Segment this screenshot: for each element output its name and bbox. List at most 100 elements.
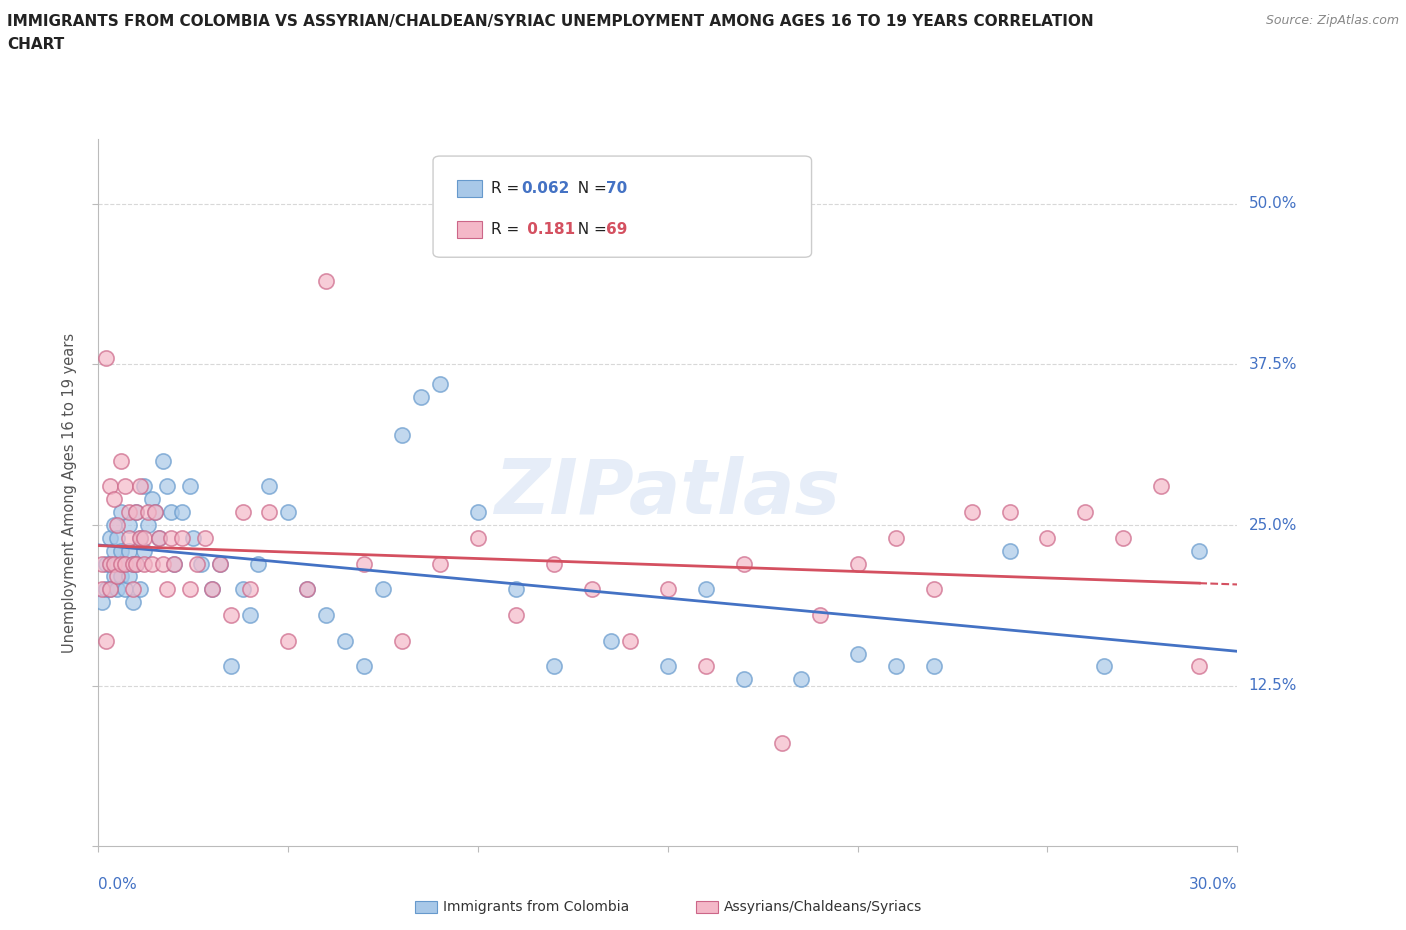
Point bbox=[221, 659, 243, 674]
Point bbox=[922, 659, 945, 674]
Point bbox=[136, 518, 159, 533]
Point bbox=[543, 556, 565, 571]
Point bbox=[998, 543, 1021, 558]
Point bbox=[733, 556, 755, 571]
Point bbox=[98, 556, 121, 571]
Point bbox=[107, 569, 129, 584]
Point bbox=[190, 556, 212, 571]
Point bbox=[114, 582, 136, 597]
Point bbox=[600, 633, 623, 648]
Text: Assyrians/Chaldeans/Syriacs: Assyrians/Chaldeans/Syriacs bbox=[724, 899, 922, 914]
Point bbox=[922, 582, 945, 597]
Point bbox=[107, 518, 129, 533]
Point bbox=[94, 582, 117, 597]
Point bbox=[581, 582, 603, 597]
Text: 12.5%: 12.5% bbox=[1249, 678, 1296, 693]
Point bbox=[125, 505, 148, 520]
Point bbox=[391, 633, 413, 648]
Point bbox=[110, 569, 132, 584]
Point bbox=[543, 659, 565, 674]
Point bbox=[183, 530, 205, 545]
Point bbox=[695, 582, 717, 597]
Point bbox=[94, 351, 117, 365]
Point bbox=[884, 659, 907, 674]
Point bbox=[429, 377, 451, 392]
Point bbox=[179, 479, 201, 494]
Point bbox=[94, 633, 117, 648]
Point bbox=[91, 594, 114, 609]
Point bbox=[201, 582, 224, 597]
Point bbox=[808, 607, 831, 622]
Point bbox=[118, 543, 141, 558]
Point bbox=[132, 479, 155, 494]
Text: 50.0%: 50.0% bbox=[1249, 196, 1296, 211]
Text: IMMIGRANTS FROM COLOMBIA VS ASSYRIAN/CHALDEAN/SYRIAC UNEMPLOYMENT AMONG AGES 16 : IMMIGRANTS FROM COLOMBIA VS ASSYRIAN/CHA… bbox=[7, 14, 1094, 29]
Text: 37.5%: 37.5% bbox=[1249, 357, 1296, 372]
Point bbox=[141, 556, 163, 571]
Point bbox=[1150, 479, 1173, 494]
Point bbox=[259, 505, 281, 520]
Point bbox=[121, 594, 143, 609]
Point bbox=[657, 659, 679, 674]
Point bbox=[467, 505, 489, 520]
Point bbox=[110, 543, 132, 558]
Point bbox=[998, 505, 1021, 520]
Text: CHART: CHART bbox=[7, 37, 65, 52]
Point bbox=[277, 633, 299, 648]
Point bbox=[657, 582, 679, 597]
Point bbox=[110, 556, 132, 571]
Point bbox=[125, 556, 148, 571]
Text: 0.062: 0.062 bbox=[522, 180, 569, 196]
Point bbox=[129, 530, 152, 545]
Text: 0.181: 0.181 bbox=[522, 222, 575, 237]
Point bbox=[315, 607, 337, 622]
Point bbox=[163, 556, 186, 571]
Point bbox=[429, 556, 451, 571]
Point bbox=[960, 505, 983, 520]
Point bbox=[335, 633, 357, 648]
Point bbox=[103, 569, 125, 584]
Point bbox=[1112, 530, 1135, 545]
Point bbox=[163, 556, 186, 571]
Point bbox=[846, 646, 869, 661]
Point bbox=[246, 556, 269, 571]
Point bbox=[156, 582, 179, 597]
Point bbox=[790, 671, 813, 686]
Point bbox=[125, 505, 148, 520]
Point bbox=[208, 556, 231, 571]
Point bbox=[411, 389, 433, 404]
Point bbox=[391, 428, 413, 443]
Point bbox=[98, 582, 121, 597]
Point bbox=[159, 505, 181, 520]
Point bbox=[145, 505, 167, 520]
Point bbox=[884, 530, 907, 545]
Point bbox=[148, 530, 170, 545]
Point bbox=[619, 633, 641, 648]
Point bbox=[179, 582, 201, 597]
Point bbox=[170, 530, 193, 545]
Point bbox=[733, 671, 755, 686]
Point bbox=[98, 582, 121, 597]
Text: ZIPatlas: ZIPatlas bbox=[495, 456, 841, 530]
Point bbox=[1094, 659, 1116, 674]
Point bbox=[1036, 530, 1059, 545]
Point bbox=[221, 607, 243, 622]
Point bbox=[114, 556, 136, 571]
Point bbox=[132, 530, 155, 545]
Point bbox=[91, 582, 114, 597]
Point bbox=[201, 582, 224, 597]
Point bbox=[141, 492, 163, 507]
Point bbox=[467, 530, 489, 545]
Point bbox=[1188, 543, 1211, 558]
Point bbox=[1074, 505, 1097, 520]
Point bbox=[353, 556, 375, 571]
Point bbox=[129, 479, 152, 494]
Point bbox=[132, 556, 155, 571]
Point bbox=[259, 479, 281, 494]
Point bbox=[98, 556, 121, 571]
Point bbox=[353, 659, 375, 674]
Text: R =: R = bbox=[491, 222, 524, 237]
Text: N =: N = bbox=[568, 222, 612, 237]
Point bbox=[277, 505, 299, 520]
Point bbox=[152, 556, 174, 571]
